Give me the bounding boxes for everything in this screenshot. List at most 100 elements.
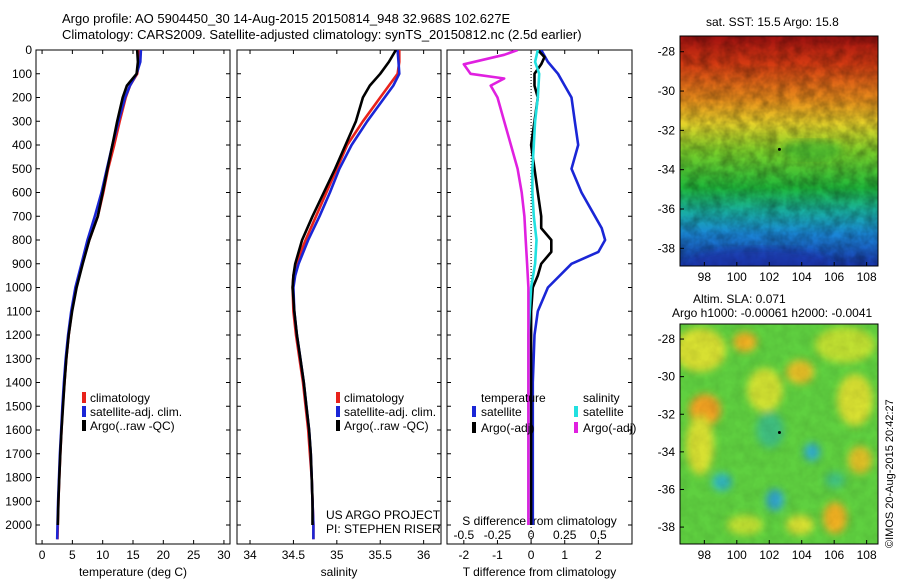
y-tick-label: 1400: [5, 376, 32, 390]
map-x-tick-label: 100: [727, 548, 747, 562]
legend-swatch-argo: [336, 420, 340, 431]
top-tick-label: -0.25: [484, 528, 512, 542]
series-line-argo: [529, 50, 553, 525]
map-x-tick-label: 108: [857, 270, 877, 284]
y-tick-label: 1200: [5, 328, 32, 342]
legend-swatch-sat: [82, 406, 86, 417]
x-tick-label: 5: [69, 548, 76, 562]
map-x-tick-label: 104: [792, 270, 812, 284]
legend-label-sat: satellite-adj. clim.: [344, 405, 436, 419]
x-tick-label: 0: [39, 548, 46, 562]
y-tick-label: 1000: [5, 281, 32, 295]
profile-panel-3: -2 -1 0 1 2 T difference from climatology -0.5…: [446, 49, 636, 579]
map-x-tick-label: 106: [824, 548, 844, 562]
y-tick-label: 1100: [6, 304, 32, 318]
legend-label-clim: climatology: [344, 391, 404, 405]
y-tick-label: 600: [12, 186, 32, 200]
map-y-tick-label: -38: [658, 520, 676, 534]
legend-temp-argo-label: Argo(-adj): [481, 421, 534, 435]
y-tick-label: 1300: [5, 352, 32, 366]
x-tick-label: 30: [217, 548, 231, 562]
x-tick-label: -2: [458, 548, 469, 562]
x-tick-label: 1: [561, 548, 568, 562]
argo-location-marker: [777, 147, 781, 151]
legend-temp-satellite-swatch: [472, 406, 476, 417]
y-tick-label: 400: [12, 138, 32, 152]
x-tick-label: 10: [96, 548, 110, 562]
y-tick-label: 500: [12, 162, 32, 176]
y-tick-label: 200: [12, 91, 32, 105]
profile-panel-2: 34 34.5 35 35.5 36 salinity climatologysatelli…: [236, 49, 442, 579]
top-tick-label: 0.25: [553, 528, 577, 542]
series-line-sal_argo: [462, 50, 530, 525]
map-y-tick-label: -32: [658, 123, 676, 137]
legend-sal-satellite-label: satellite: [583, 405, 624, 419]
imos-timestamp: ©IMOS 20-Aug-2015 20:42:27: [884, 399, 896, 548]
series-line-sat: [531, 50, 607, 525]
pi-credit: PI: STEPHEN RISER: [326, 522, 441, 536]
y-tick-label: 100: [12, 67, 32, 81]
y-tick-label: 2000: [5, 518, 32, 532]
profile-panel-1: 0100200300400500600700800900100011001200…: [5, 43, 231, 579]
x-tick-label: 20: [157, 548, 171, 562]
legend-temp-satellite-label: satellite: [481, 405, 522, 419]
figure-title: Argo profile: AO 5904450_30 14-Aug-2015 …: [62, 11, 511, 26]
sst-map: [679, 35, 879, 267]
x-axis-label: T difference from climatology: [463, 565, 617, 579]
legend-temp-argo-swatch: [472, 422, 476, 433]
y-tick-label: 700: [12, 209, 32, 223]
x-tick-label: 0: [528, 548, 535, 562]
map-y-tick-label: -36: [658, 482, 676, 496]
series-group: [291, 50, 401, 540]
top-tick-label: 0: [528, 528, 535, 542]
y-tick-label: 1600: [5, 423, 32, 437]
figure-subtitle: Climatology: CARS2009. Satellite-adjuste…: [62, 27, 582, 42]
x-tick-label: 36: [417, 548, 431, 562]
x-tick-label: 34: [243, 548, 257, 562]
map-x-tick-label: 104: [792, 548, 812, 562]
map-y-tick-label: -36: [658, 202, 676, 216]
x-tick-label: 15: [126, 548, 140, 562]
map-x-tick-label: 106: [824, 270, 844, 284]
x-tick-label: -1: [492, 548, 503, 562]
map-y-tick-label: -28: [658, 332, 676, 346]
x-tick-label: 34.5: [282, 548, 306, 562]
legend-label-argo: Argo(..raw -QC): [344, 419, 429, 433]
legend-sal-argo-label: Argo(-adj): [583, 421, 636, 435]
sla-map-title: Altim. SLA: 0.071: [693, 292, 786, 306]
map-y-tick-label: -30: [658, 370, 676, 384]
y-tick-label: 0: [25, 43, 32, 57]
top-axis-label: S difference from climatology: [462, 514, 617, 528]
y-tick-label: 800: [12, 233, 32, 247]
map-y-tick-label: -38: [658, 241, 676, 255]
legend-swatch-clim: [336, 392, 340, 403]
sla-map: [679, 323, 879, 545]
legend-swatch-clim: [82, 392, 86, 403]
legend-swatch-sat: [336, 406, 340, 417]
map-y-tick-label: -28: [658, 45, 676, 59]
map-x-tick-label: 102: [759, 548, 779, 562]
x-tick-label: 35.5: [369, 548, 393, 562]
x-tick-label: 2: [595, 548, 602, 562]
map-y-tick-label: -30: [658, 84, 676, 98]
y-tick-label: 1900: [5, 494, 32, 508]
series-line-argo: [291, 50, 398, 525]
map-x-tick-label: 100: [727, 270, 747, 284]
series-group: [462, 50, 607, 525]
plot-frame: [236, 49, 442, 545]
legend-header-salinity: salinity: [583, 391, 620, 405]
y-tick-label: 1800: [5, 471, 32, 485]
y-tick-label: 300: [12, 114, 32, 128]
map-y-tick-label: -34: [658, 445, 676, 459]
series-line-argo: [56, 50, 140, 526]
y-tick-label: 1700: [5, 447, 32, 461]
x-tick-label: 25: [187, 548, 201, 562]
x-tick-label: 35: [330, 548, 344, 562]
legend-sal-argo-swatch: [574, 422, 578, 433]
legend-label-argo: Argo(..raw -QC): [90, 419, 175, 433]
map-x-tick-label: 98: [698, 548, 712, 562]
map-x-tick-label: 102: [759, 270, 779, 284]
plot-frame: [446, 49, 633, 545]
legend-header-temperature: temperature: [481, 391, 546, 405]
